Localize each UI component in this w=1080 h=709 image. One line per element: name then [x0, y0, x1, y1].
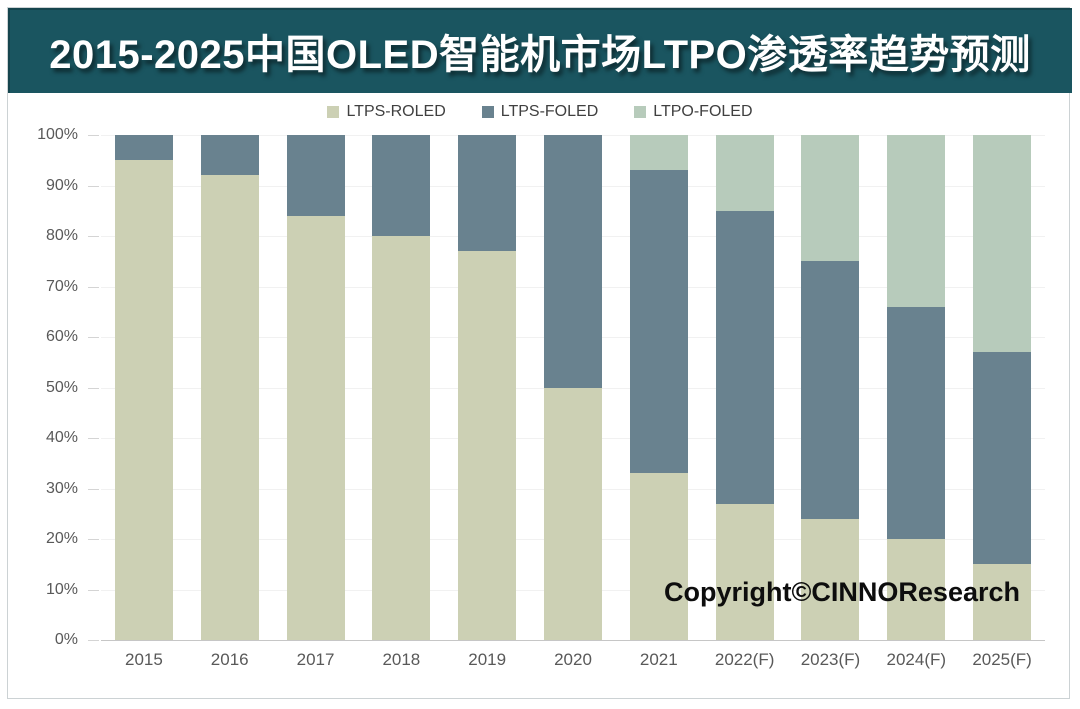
bar-segment-LTPS-FOLED — [286, 135, 345, 216]
x-tick-label: 2017 — [296, 650, 335, 669]
bar-segment-LTPS-ROLED — [114, 160, 173, 640]
chart-title: 2015-2025中国OLED智能机市场LTPO渗透率趋势预测 — [49, 32, 1031, 77]
bar-segment-LTPS-FOLED — [372, 135, 431, 236]
bar-segment-LTPO-FOLED — [801, 135, 860, 262]
legend-label-ltps-foled: LTPS-FOLED — [500, 103, 599, 120]
x-tick-label: 2025(F) — [972, 650, 1032, 669]
y-tick-mark — [88, 488, 99, 490]
y-tick-label: 80% — [45, 227, 78, 244]
bar-2023(F) — [801, 135, 860, 640]
y-tick-mark — [88, 286, 99, 288]
bar-2021 — [629, 135, 688, 640]
y-tick-label: 10% — [45, 580, 78, 598]
bar-segment-LTPS-ROLED — [458, 251, 517, 640]
bar-2018 — [372, 135, 431, 640]
legend-item-ltpo-foled: LTPO-FOLED — [634, 103, 753, 121]
y-tick-label: 20% — [45, 530, 78, 547]
y-tick-label: 0% — [54, 631, 78, 648]
bar-segment-LTPS-ROLED — [973, 564, 1032, 640]
x-tick-label: 2018 — [382, 650, 421, 669]
y-tick-label: 70% — [45, 277, 78, 295]
y-tick-label: 100% — [37, 126, 78, 143]
bar-2019 — [458, 135, 517, 640]
bar-segment-LTPS-ROLED — [629, 473, 688, 640]
x-tick-label: 2020 — [554, 650, 592, 669]
x-tick-label: 2015 — [124, 650, 163, 669]
bar-segment-LTPS-ROLED — [200, 175, 259, 640]
legend-swatch-ltpo-foled — [634, 106, 647, 118]
x-axis-line — [101, 640, 1045, 641]
x-tick-label: 2016 — [210, 650, 249, 669]
y-tick-label: 50% — [45, 378, 78, 396]
x-tick-label: 2019 — [468, 650, 507, 669]
bar-2015 — [114, 135, 173, 640]
y-tick-label: 60% — [45, 328, 78, 345]
bar-segment-LTPS-FOLED — [715, 210, 774, 504]
y-tick-mark — [88, 640, 99, 641]
bar-segment-LTPS-FOLED — [629, 170, 688, 474]
y-tick-label: 30% — [45, 479, 78, 497]
legend-swatch-ltps-foled — [481, 106, 494, 118]
bar-segment-LTPO-FOLED — [715, 135, 774, 211]
bar-segment-LTPS-ROLED — [372, 236, 431, 640]
legend-swatch-ltps-roled — [327, 106, 340, 118]
bar-2017 — [286, 135, 345, 640]
bar-segment-LTPS-ROLED — [801, 518, 860, 640]
bar-2020 — [544, 135, 602, 640]
bar-segment-LTPS-FOLED — [973, 352, 1032, 565]
bar-segment-LTPS-FOLED — [458, 135, 517, 252]
bar-segment-LTPS-ROLED — [887, 539, 946, 640]
x-tick-label: 2021 — [639, 650, 678, 669]
bar-segment-LTPS-FOLED — [200, 135, 259, 176]
y-tick-mark — [88, 589, 99, 591]
x-tick-label: 2022(F) — [714, 650, 775, 669]
title-bar: 2015-2025中国OLED智能机市场LTPO渗透率趋势预测 — [8, 8, 1072, 93]
x-tick-label: 2024(F) — [886, 650, 947, 669]
legend-item-ltps-roled: LTPS-ROLED — [327, 103, 446, 121]
legend-item-ltps-foled: LTPS-FOLED — [481, 103, 599, 121]
bar-segment-LTPS-FOLED — [887, 306, 946, 539]
bar-segment-LTPO-FOLED — [887, 135, 946, 307]
y-tick-mark — [88, 135, 99, 136]
plot-area — [101, 135, 1045, 641]
bar-segment-LTPO-FOLED — [973, 135, 1032, 353]
bar-2025(F) — [973, 135, 1032, 640]
copyright-watermark: Copyright©CINNOResearch — [664, 577, 1020, 607]
y-tick-mark — [88, 438, 99, 439]
y-tick-mark — [88, 337, 99, 338]
bar-segment-LTPS-FOLED — [114, 135, 173, 161]
bar-segment-LTPS-ROLED — [544, 387, 602, 640]
legend-label-ltps-roled: LTPS-ROLED — [346, 103, 446, 120]
x-tick-label: 2023(F) — [800, 650, 861, 669]
bar-2024(F) — [887, 135, 946, 640]
bar-segment-LTPO-FOLED — [629, 135, 688, 171]
y-tick-label: 90% — [45, 176, 78, 194]
bar-2016 — [200, 135, 259, 640]
y-tick-label: 40% — [45, 429, 78, 446]
x-axis: 2015 2016 2017 2018 2019 2020 2021 2022(F) 2023(… — [101, 650, 1045, 674]
bar-segment-LTPS-FOLED — [544, 135, 602, 388]
legend-label-ltpo-foled: LTPO-FOLED — [653, 103, 753, 120]
y-tick-mark — [88, 185, 99, 187]
bar-segment-LTPS-ROLED — [286, 215, 345, 640]
y-tick-mark — [88, 387, 99, 389]
legend: LTPS-ROLED LTPS-FOLED LTPO-FOLED — [0, 103, 1080, 121]
bar-segment-LTPS-FOLED — [801, 261, 860, 519]
y-tick-mark — [88, 236, 99, 237]
y-axis: 0% 10% 20% 30% 40% 50% 60% 70% 80% 90% 100% — [0, 126, 101, 648]
bar-segment-LTPS-ROLED — [715, 503, 774, 640]
bar-2022(F) — [715, 135, 774, 640]
y-tick-mark — [88, 539, 99, 540]
